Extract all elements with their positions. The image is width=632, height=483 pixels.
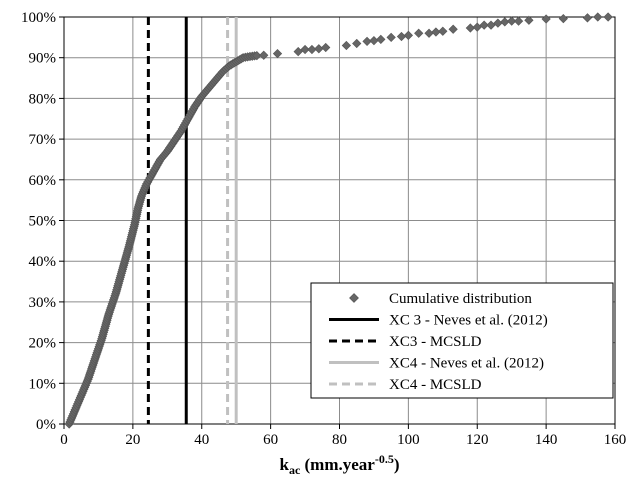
data-point bbox=[272, 49, 283, 59]
data-point bbox=[341, 40, 352, 51]
x-tick-label: 80 bbox=[332, 432, 347, 448]
data-point bbox=[259, 50, 269, 60]
data-point bbox=[438, 26, 448, 36]
data-point bbox=[293, 46, 303, 57]
data-point bbox=[300, 44, 310, 55]
legend: Cumulative distribution XC 3 - Neves et a… bbox=[310, 282, 614, 399]
data-point bbox=[352, 38, 362, 49]
data-point bbox=[541, 14, 551, 24]
ticks: 0 20 40 60 80 100 120 140 160 0% 10% 20% 30% 40% 50% 60… bbox=[21, 10, 626, 448]
y-tick-label: 0% bbox=[36, 417, 56, 433]
y-tick-label: 10% bbox=[29, 376, 57, 392]
data-point bbox=[500, 17, 510, 27]
data-point bbox=[472, 22, 482, 32]
data-point bbox=[314, 44, 324, 54]
x-tick-label: 160 bbox=[604, 432, 627, 448]
x-tick-label: 60 bbox=[263, 432, 278, 448]
cumulative-distribution-series bbox=[64, 12, 613, 429]
x-tick-label: 40 bbox=[194, 432, 209, 448]
data-point bbox=[403, 30, 413, 40]
y-tick-label: 100% bbox=[21, 10, 56, 26]
data-point bbox=[252, 51, 262, 61]
y-tick-label: 60% bbox=[29, 173, 57, 189]
data-point bbox=[479, 20, 489, 30]
data-point bbox=[307, 44, 317, 55]
y-tick-label: 40% bbox=[29, 254, 57, 270]
data-point bbox=[362, 36, 372, 47]
y-tick-label: 80% bbox=[29, 91, 57, 107]
y-tick-label: 90% bbox=[29, 51, 57, 67]
data-point bbox=[486, 20, 496, 30]
data-point bbox=[386, 32, 396, 42]
reference-lines bbox=[146, 17, 238, 424]
legend-label: XC4 - Neves et al. (2012) bbox=[389, 356, 544, 372]
y-tick-label: 30% bbox=[29, 295, 57, 311]
x-tick-label: 20 bbox=[125, 432, 140, 448]
data-point bbox=[593, 12, 603, 22]
data-point bbox=[448, 24, 458, 34]
data-point bbox=[396, 31, 407, 42]
data-point bbox=[431, 27, 441, 37]
x-axis-label: kac (mm.year-0.5) bbox=[279, 452, 399, 477]
legend-label: Cumulative distribution bbox=[389, 291, 532, 307]
y-tick-label: 20% bbox=[29, 336, 57, 352]
x-tick-label: 0 bbox=[60, 432, 68, 448]
data-point bbox=[424, 28, 434, 38]
data-point bbox=[493, 18, 503, 28]
y-tick-label: 50% bbox=[29, 214, 57, 230]
data-point bbox=[513, 16, 524, 26]
legend-label: XC3 - MCSLD bbox=[389, 334, 482, 350]
data-point bbox=[558, 14, 568, 24]
data-point bbox=[507, 16, 517, 26]
x-tick-label: 140 bbox=[535, 432, 558, 448]
x-tick-label: 100 bbox=[397, 432, 420, 448]
data-point bbox=[321, 42, 331, 53]
legend-marker bbox=[349, 293, 359, 303]
x-tick-label: 120 bbox=[466, 432, 489, 448]
y-tick-label: 70% bbox=[29, 132, 57, 148]
data-point bbox=[414, 28, 424, 38]
data-point bbox=[524, 15, 534, 25]
data-point bbox=[603, 12, 613, 22]
legend-label: XC4 - MCSLD bbox=[389, 377, 482, 393]
data-point bbox=[582, 13, 593, 23]
legend-label: XC 3 - Neves et al. (2012) bbox=[389, 313, 548, 329]
data-point bbox=[376, 34, 386, 45]
data-point bbox=[465, 23, 475, 33]
data-point bbox=[369, 35, 379, 46]
